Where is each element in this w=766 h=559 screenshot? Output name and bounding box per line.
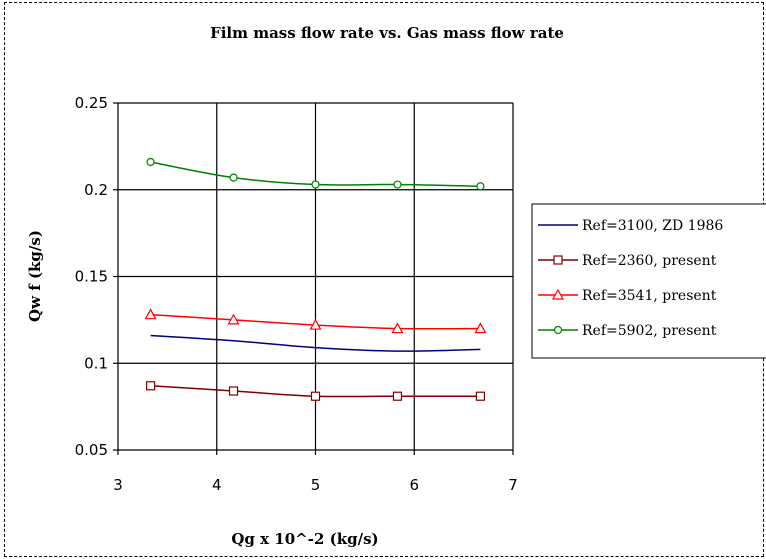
series-2: [145, 381, 486, 401]
data-point-triangle: [309, 318, 322, 330]
data-point-circle: [393, 180, 402, 189]
y-tick-label: 0.15: [75, 268, 108, 286]
data-point-square: [392, 391, 403, 401]
series-4: [146, 157, 485, 191]
data-point-triangle: [144, 308, 157, 320]
y-tick-label: 0.1: [84, 354, 108, 372]
data-point-circle: [476, 182, 485, 191]
x-tick-label: 5: [311, 476, 321, 494]
ticks: 0.05 0.1 0.15 0.2 0.25 3 4 5 6 7: [75, 94, 518, 494]
legend-label: Ref=3100, ZD 1986: [582, 218, 723, 234]
data-point-circle: [311, 180, 320, 189]
data-point-circle: [146, 157, 155, 167]
legend: Ref=3100, ZD 1986 Ref=2360, present Ref=35…: [531, 203, 766, 359]
series-line: [150, 334, 481, 352]
data-point-square: [310, 391, 321, 401]
x-tick-label: 7: [508, 476, 518, 494]
data-point-triangle: [391, 322, 404, 334]
y-tick-label: 0.05: [75, 441, 108, 459]
grid: [118, 102, 514, 450]
series-3: [144, 308, 487, 334]
data-point-triangle: [227, 313, 240, 325]
data-point-triangle: [474, 322, 487, 334]
legend-label: Ref=5902, present: [582, 323, 717, 339]
x-tick-label: 6: [409, 476, 419, 494]
x-tick-label: 4: [212, 476, 222, 494]
legend-item-4: Ref=5902, present: [538, 323, 717, 339]
legend-label: Ref=2360, present: [582, 253, 717, 269]
data-point-square: [553, 255, 563, 265]
data-point-circle: [553, 325, 563, 335]
x-tick-label: 3: [113, 476, 123, 494]
legend-item-3: Ref=3541, present: [538, 288, 717, 304]
data-point-square: [145, 381, 156, 391]
legend-label: Ref=3541, present: [582, 288, 717, 304]
y-tick-label: 0.25: [75, 94, 108, 112]
legend-box: [531, 203, 766, 359]
data-point-square: [475, 391, 486, 401]
series: [144, 157, 487, 401]
data-point-square: [228, 386, 239, 396]
x-axis-title: Qg x 10^-2 (kg/s): [231, 530, 378, 548]
data-point-circle: [229, 173, 238, 182]
series-1: [150, 334, 481, 352]
legend-item-2: Ref=2360, present: [538, 253, 717, 269]
data-point-triangle: [551, 288, 565, 300]
chart-title: Film mass flow rate vs. Gas mass flow ra…: [210, 24, 564, 42]
y-tick-label: 0.2: [84, 181, 108, 199]
y-axis-title: Qw f (kg/s): [26, 230, 44, 322]
legend-item-1: Ref=3100, ZD 1986: [538, 218, 723, 234]
